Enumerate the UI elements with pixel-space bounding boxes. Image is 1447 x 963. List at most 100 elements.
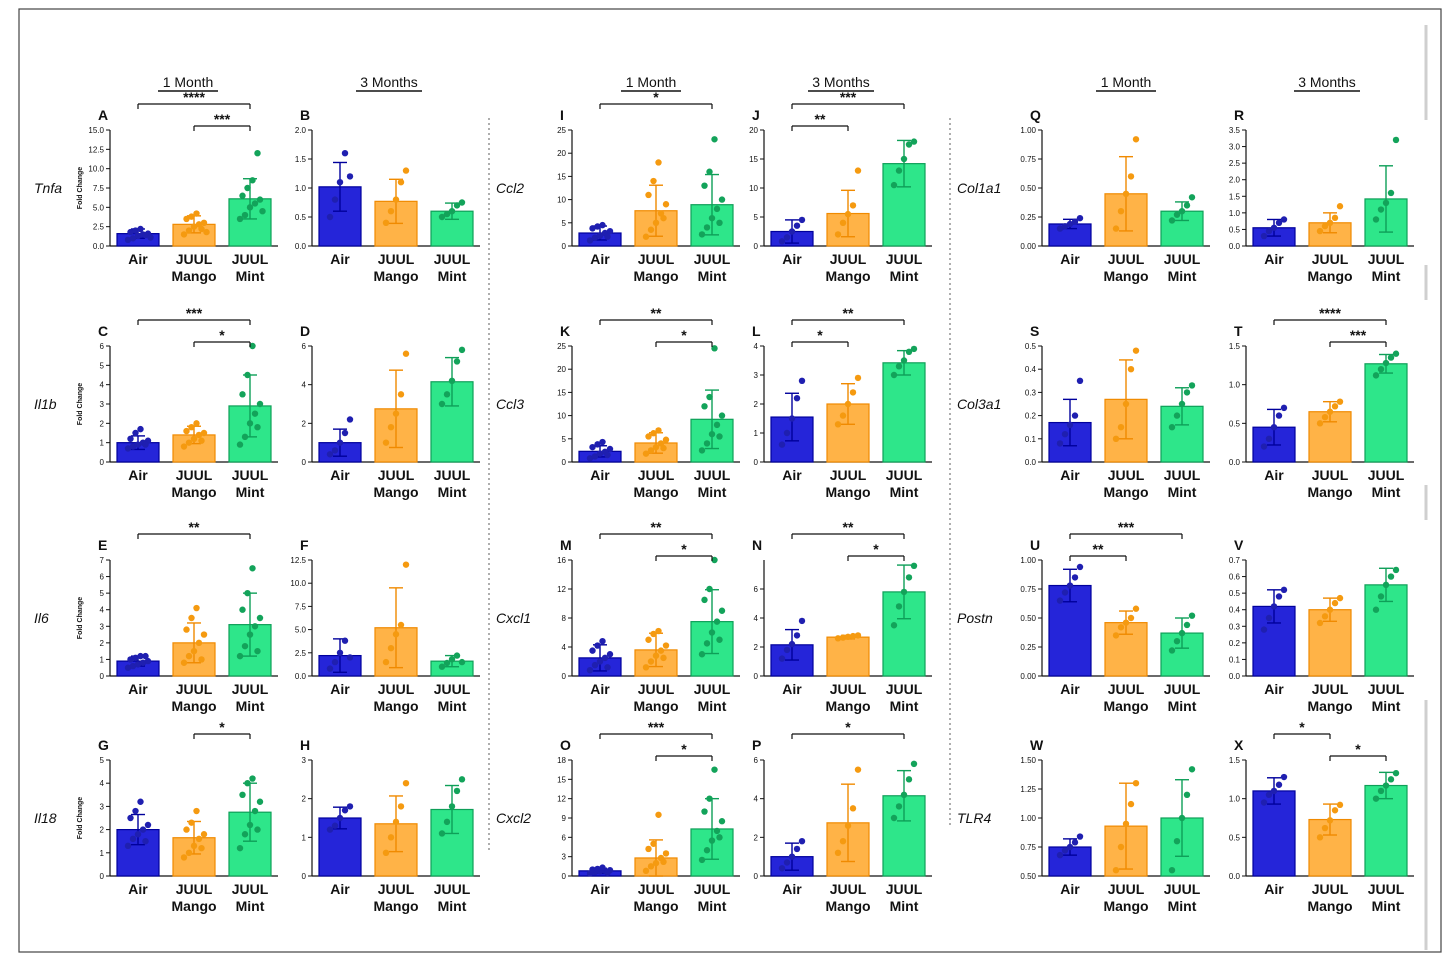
y-tick-label: 0.0 xyxy=(1025,458,1037,467)
x-tick-label: JUUL xyxy=(176,681,213,697)
data-point-air xyxy=(142,441,149,448)
data-point-juul-mango xyxy=(387,424,395,431)
data-point-juul-mint xyxy=(1372,372,1380,379)
x-tick-label: Mint xyxy=(1168,698,1197,714)
y-tick-label: 4 xyxy=(562,643,567,652)
x-tick-label: Mint xyxy=(890,898,919,914)
y-tick-label: 0.5 xyxy=(1229,419,1241,428)
y-tick-label: 4 xyxy=(100,779,105,788)
gene-label: Ccl3 xyxy=(496,396,524,412)
data-point-air xyxy=(1056,440,1064,447)
data-point-juul-mint xyxy=(711,766,718,773)
data-point-juul-mint xyxy=(1382,359,1390,367)
y-tick-label: 0 xyxy=(562,672,567,681)
y-tick-label: 0 xyxy=(562,872,567,881)
y-tick-label: 4 xyxy=(100,606,105,615)
data-point-juul-mint xyxy=(249,565,256,572)
y-tick-label: 2.5 xyxy=(1229,159,1241,168)
y-tick-label: 0.75 xyxy=(1020,585,1036,594)
x-tick-label: Air xyxy=(1264,881,1284,897)
significance-label: *** xyxy=(1118,519,1135,535)
data-point-juul-mint xyxy=(251,200,259,207)
y-tick-label: 10.0 xyxy=(88,165,104,174)
data-point-air xyxy=(793,395,801,402)
x-tick-label: JUUL xyxy=(886,681,923,697)
data-point-juul-mango xyxy=(200,831,208,838)
data-point-air xyxy=(124,842,132,850)
x-tick-label: JUUL xyxy=(638,251,675,267)
significance-label: *** xyxy=(1350,327,1367,343)
data-point-juul-mango xyxy=(834,421,842,428)
x-tick-label: Mint xyxy=(698,898,727,914)
data-point-juul-mint xyxy=(236,215,244,223)
data-point-juul-mint xyxy=(706,795,713,802)
data-point-juul-mango xyxy=(402,561,410,568)
y-axis-title: Fold Change xyxy=(77,597,84,639)
x-tick-label: JUUL xyxy=(176,467,213,483)
data-point-juul-mint xyxy=(244,184,251,192)
data-point-air xyxy=(788,640,796,648)
significance-label: ** xyxy=(815,111,826,127)
x-tick-label: Mint xyxy=(236,268,265,284)
significance-label: **** xyxy=(1319,305,1341,321)
x-tick-label: Mango xyxy=(1307,898,1352,914)
header-1month-q: 1 Month xyxy=(1096,74,1156,92)
data-point-air xyxy=(606,651,614,658)
y-tick-label: 2 xyxy=(754,643,759,652)
panel-letter: K xyxy=(560,323,570,339)
x-tick-label: JUUL xyxy=(830,251,867,267)
significance-label: * xyxy=(681,327,687,343)
data-point-juul-mango xyxy=(647,658,655,665)
y-tick-label: 10 xyxy=(557,196,566,205)
data-point-juul-mango xyxy=(397,391,405,398)
y-tick-label: 6 xyxy=(754,756,759,765)
data-point-air xyxy=(142,652,149,660)
x-tick-label: Air xyxy=(128,251,148,267)
y-tick-label: 2.5 xyxy=(295,649,307,658)
data-point-juul-mango xyxy=(190,223,198,230)
data-point-juul-mango xyxy=(1331,214,1339,222)
data-point-juul-mint xyxy=(1183,621,1191,629)
data-point-juul-mango xyxy=(1336,203,1344,210)
y-tick-label: 0 xyxy=(754,458,759,467)
x-tick-label: Mint xyxy=(1168,484,1197,500)
data-point-juul-mango xyxy=(1132,605,1140,612)
data-point-juul-mango xyxy=(1326,606,1334,613)
data-point-juul-mint xyxy=(239,791,246,798)
y-tick-label: 0.5 xyxy=(1229,833,1241,842)
data-point-juul-mango xyxy=(642,664,650,671)
data-point-juul-mint xyxy=(701,403,708,410)
x-tick-label: Mint xyxy=(236,484,265,500)
data-point-juul-mint xyxy=(448,208,456,215)
x-tick-label: JUUL xyxy=(1312,881,1349,897)
data-point-air xyxy=(793,222,801,229)
x-tick-label: JUUL xyxy=(232,467,269,483)
data-point-air xyxy=(1265,791,1273,798)
data-point-juul-mint xyxy=(718,818,726,825)
data-point-juul-mint xyxy=(1377,787,1385,795)
gene-label: Col3a1 xyxy=(957,396,1001,412)
significance-label: ** xyxy=(843,305,854,321)
gene-label: Tnfa xyxy=(34,180,62,196)
y-tick-label: 12.5 xyxy=(88,145,104,154)
data-point-juul-mango xyxy=(198,225,205,233)
data-point-air xyxy=(1071,412,1079,419)
data-point-air xyxy=(604,869,611,876)
data-point-juul-mint xyxy=(244,780,251,787)
data-point-juul-mango xyxy=(1336,398,1344,405)
panel-letter: Q xyxy=(1030,107,1041,123)
data-point-juul-mango xyxy=(198,437,205,444)
y-tick-label: 3 xyxy=(100,622,105,631)
x-tick-label: Air xyxy=(1060,467,1080,483)
y-tick-label: 0 xyxy=(754,672,759,681)
y-tick-label: 0.50 xyxy=(1020,184,1036,193)
data-point-juul-mint xyxy=(1387,354,1395,361)
data-point-juul-mint xyxy=(256,614,264,622)
data-point-juul-mango xyxy=(650,177,657,185)
data-point-air xyxy=(331,447,339,454)
panel-letter: S xyxy=(1030,323,1039,339)
data-point-juul-mint xyxy=(236,652,244,660)
data-point-juul-mint xyxy=(1168,217,1176,224)
data-point-juul-mint xyxy=(239,192,246,199)
